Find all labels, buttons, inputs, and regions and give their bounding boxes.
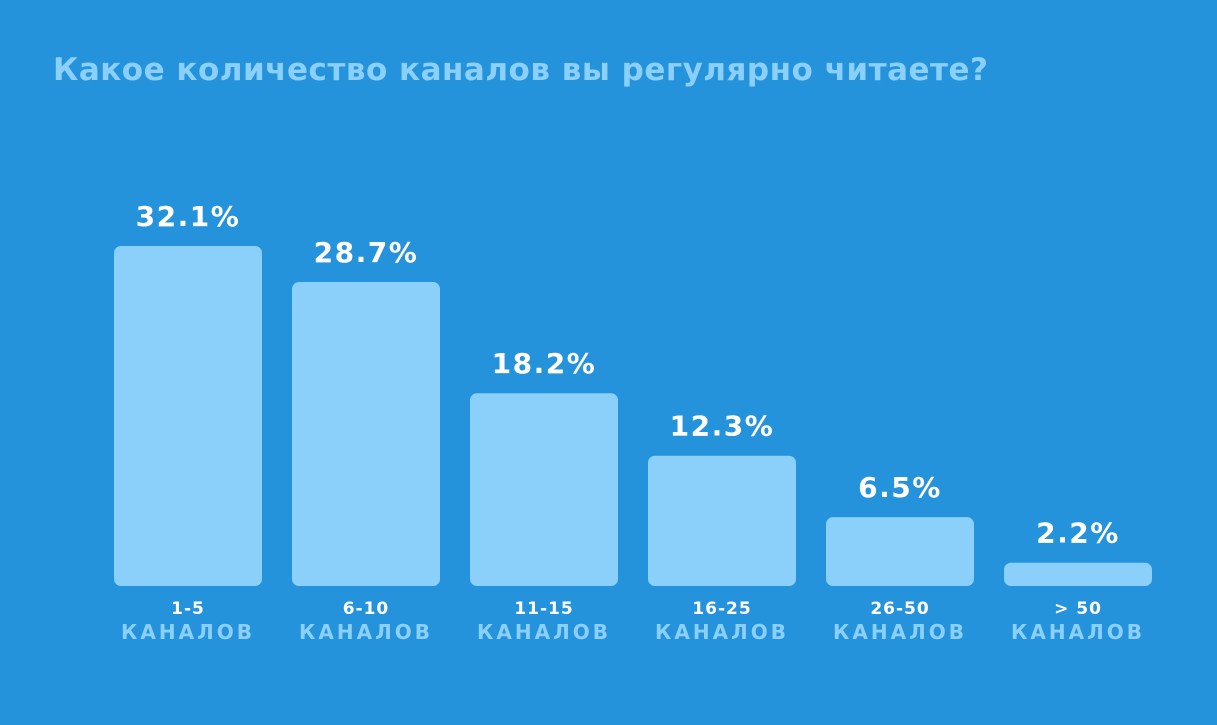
category-range-label: 26-50 <box>870 599 929 619</box>
category-range-label: 11-15 <box>514 599 573 619</box>
bar-5 <box>826 517 974 586</box>
category-range-label: 1-5 <box>171 599 205 619</box>
bar-value-label: 6.5% <box>858 471 942 504</box>
bar-value-label: 18.2% <box>492 347 597 380</box>
category-range-label: > 50 <box>1054 599 1102 619</box>
category-unit-label: КАНАЛОВ <box>833 620 967 644</box>
category-unit-label: КАНАЛОВ <box>121 620 255 644</box>
bar-value-label: 12.3% <box>670 410 775 443</box>
category-range-label: 6-10 <box>343 599 390 619</box>
bar-2 <box>292 282 440 586</box>
bar-3 <box>470 393 618 586</box>
bar-value-label: 32.1% <box>136 200 241 233</box>
bar-value-label: 28.7% <box>314 236 419 269</box>
bar-4 <box>648 455 796 586</box>
bar-1 <box>114 246 262 586</box>
chart-title: Какое количество каналов вы регулярно чи… <box>53 52 989 88</box>
category-unit-label: КАНАЛОВ <box>477 620 611 644</box>
category-unit-label: КАНАЛОВ <box>1011 620 1145 644</box>
category-unit-label: КАНАЛОВ <box>655 620 789 644</box>
category-unit-label: КАНАЛОВ <box>299 620 433 644</box>
bar-value-label: 2.2% <box>1036 517 1120 550</box>
bar-6 <box>1004 562 1152 586</box>
category-range-label: 16-25 <box>692 599 751 619</box>
